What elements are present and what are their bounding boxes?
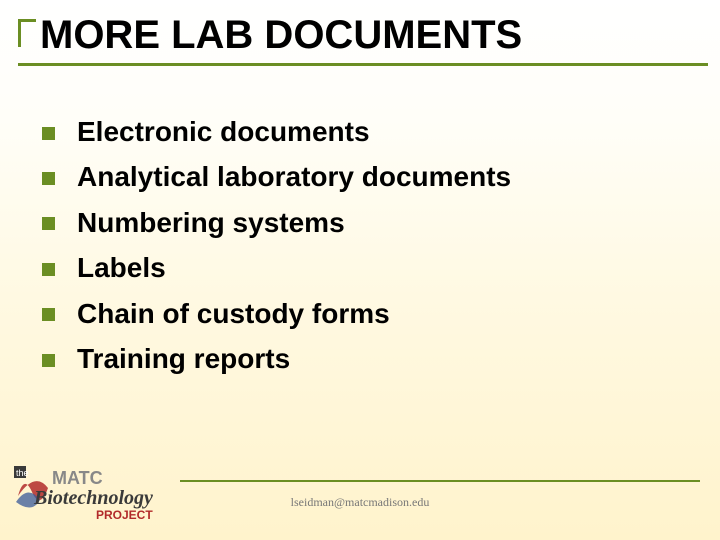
- logo-line1: MATC: [52, 468, 103, 488]
- title-underline: [18, 63, 708, 66]
- title-accent-corner: [18, 19, 36, 47]
- bullet-square-icon: [42, 308, 55, 321]
- logo-line2: Biotechnology: [33, 487, 153, 509]
- bullet-text: Analytical laboratory documents: [77, 159, 511, 195]
- list-item: Training reports: [42, 341, 690, 377]
- footer-divider: [180, 480, 700, 482]
- list-item: Electronic documents: [42, 114, 690, 150]
- svg-text:the: the: [16, 468, 29, 478]
- bullet-text: Electronic documents: [77, 114, 370, 150]
- bullet-text: Labels: [77, 250, 166, 286]
- logo-line3: PROJECT: [96, 508, 153, 522]
- bullet-text: Training reports: [77, 341, 290, 377]
- bullet-list: Electronic documents Analytical laborato…: [42, 114, 690, 386]
- matc-biotech-logo: MATC Biotechnology PROJECT the: [10, 456, 180, 526]
- list-item: Analytical laboratory documents: [42, 159, 690, 195]
- list-item: Numbering systems: [42, 205, 690, 241]
- bullet-square-icon: [42, 172, 55, 185]
- bullet-square-icon: [42, 263, 55, 276]
- slide-title: MORE LAB DOCUMENTS: [40, 13, 522, 58]
- list-item: Labels: [42, 250, 690, 286]
- bullet-text: Chain of custody forms: [77, 296, 390, 332]
- bullet-square-icon: [42, 354, 55, 367]
- bullet-square-icon: [42, 127, 55, 140]
- list-item: Chain of custody forms: [42, 296, 690, 332]
- bullet-text: Numbering systems: [77, 205, 345, 241]
- bullet-square-icon: [42, 217, 55, 230]
